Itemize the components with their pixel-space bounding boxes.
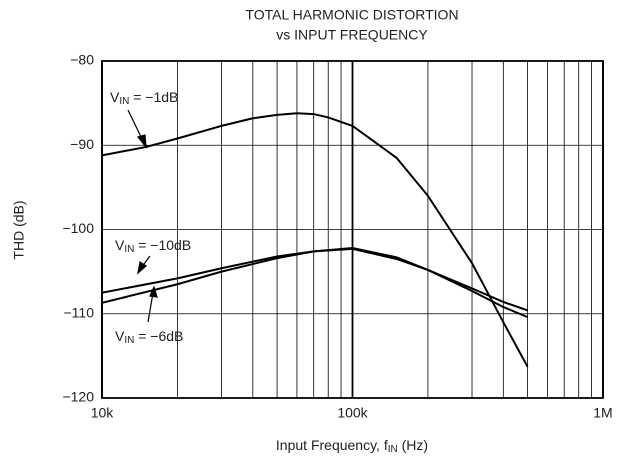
series-label: VIN = −10dB xyxy=(115,237,191,255)
x-tick-label: 10k xyxy=(91,405,115,421)
plot-frame xyxy=(101,60,604,399)
y-tick-label: −90 xyxy=(70,136,94,152)
x-axis-label: Input Frequency, fIN (Hz) xyxy=(276,437,428,455)
y-tick-label: −120 xyxy=(62,389,94,405)
series-line xyxy=(101,247,528,319)
x-tick-label: 100k xyxy=(337,405,368,421)
y-tick-label: −110 xyxy=(64,304,95,320)
y-tick-label: −100 xyxy=(62,220,94,236)
y-tick-label: −80 xyxy=(70,52,94,68)
chart-title: TOTAL HARMONIC DISTORTION xyxy=(245,7,458,23)
series-label: VIN = −1dB xyxy=(110,89,178,107)
annotation-arrows xyxy=(127,109,158,323)
arrowhead xyxy=(149,285,158,298)
arrowhead xyxy=(137,260,147,275)
series-line xyxy=(101,112,529,368)
arrowhead xyxy=(136,134,147,149)
series-line xyxy=(101,247,528,312)
series-label: VIN = −6dB xyxy=(115,328,183,346)
arrow xyxy=(147,292,154,323)
y-axis-label: THD (dB) xyxy=(11,200,27,259)
x-tick-label: 1M xyxy=(593,405,612,421)
chart-subtitle: vs INPUT FREQUENCY xyxy=(276,27,428,43)
